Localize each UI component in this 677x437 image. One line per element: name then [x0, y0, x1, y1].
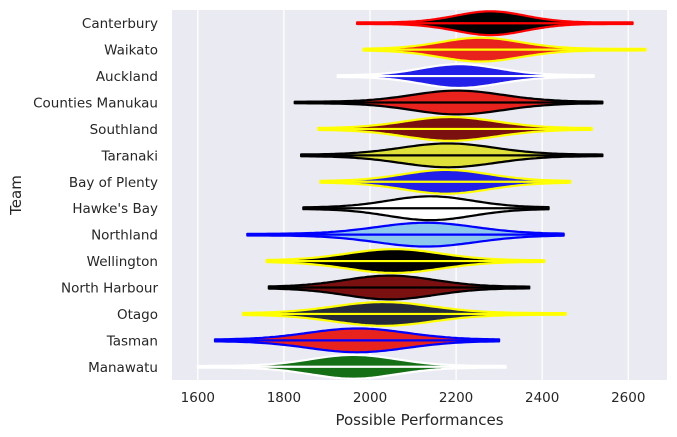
- violin-bay-of-plenty: [319, 168, 572, 195]
- plot-area: [172, 10, 667, 380]
- x-tick-2400: 2400: [525, 390, 559, 406]
- y-tick-label: Wellington: [87, 254, 158, 270]
- x-tick-2600: 2600: [611, 390, 645, 406]
- y-tick-label: Taranaki: [100, 148, 158, 164]
- violin-tasman: [213, 327, 501, 354]
- y-tick-label: Counties Manukau: [33, 96, 158, 112]
- violin-southland: [317, 115, 593, 142]
- x-tick-2000: 2000: [353, 390, 387, 406]
- violin-taranaki: [300, 142, 604, 169]
- y-tick-label: Canterbury: [82, 16, 158, 32]
- y-tick-label: Waikato: [104, 43, 158, 59]
- y-tick-labels: Canterbury Waikato Auckland Counties Manuka…: [33, 16, 158, 376]
- violin-auckland: [336, 63, 595, 90]
- y-tick-label: Hawke's Bay: [72, 201, 158, 217]
- y-tick-label: Tasman: [106, 333, 158, 349]
- x-tick-labels: 1600 1800 2000 2200 2400 2600: [181, 390, 646, 406]
- y-tick-label: Bay of Plenty: [69, 175, 158, 191]
- x-tick-1600: 1600: [181, 390, 215, 406]
- violin-wellington: [265, 248, 546, 275]
- y-tick-label: Southland: [90, 122, 158, 138]
- x-axis-label: Possible Performances: [335, 411, 503, 429]
- y-tick-label: Otago: [117, 307, 158, 323]
- violin-series: [196, 10, 647, 380]
- violin-waikato: [362, 36, 647, 63]
- y-axis-label: Team: [7, 175, 25, 216]
- violin-hawke-s-bay: [302, 195, 550, 222]
- violin-canterbury: [356, 10, 634, 37]
- violin-northland: [246, 221, 565, 248]
- violin-otago: [241, 300, 567, 327]
- y-tick-label: Northland: [91, 228, 158, 244]
- violin-counties-manukau: [293, 89, 604, 116]
- y-tick-label: Auckland: [96, 69, 158, 85]
- violin-north-harbour: [267, 274, 531, 301]
- y-tick-label: Manawatu: [88, 360, 158, 376]
- x-tick-1800: 1800: [267, 390, 301, 406]
- violin-manawatu: [196, 353, 507, 380]
- x-tick-2200: 2200: [439, 390, 473, 406]
- y-tick-label: North Harbour: [61, 281, 158, 297]
